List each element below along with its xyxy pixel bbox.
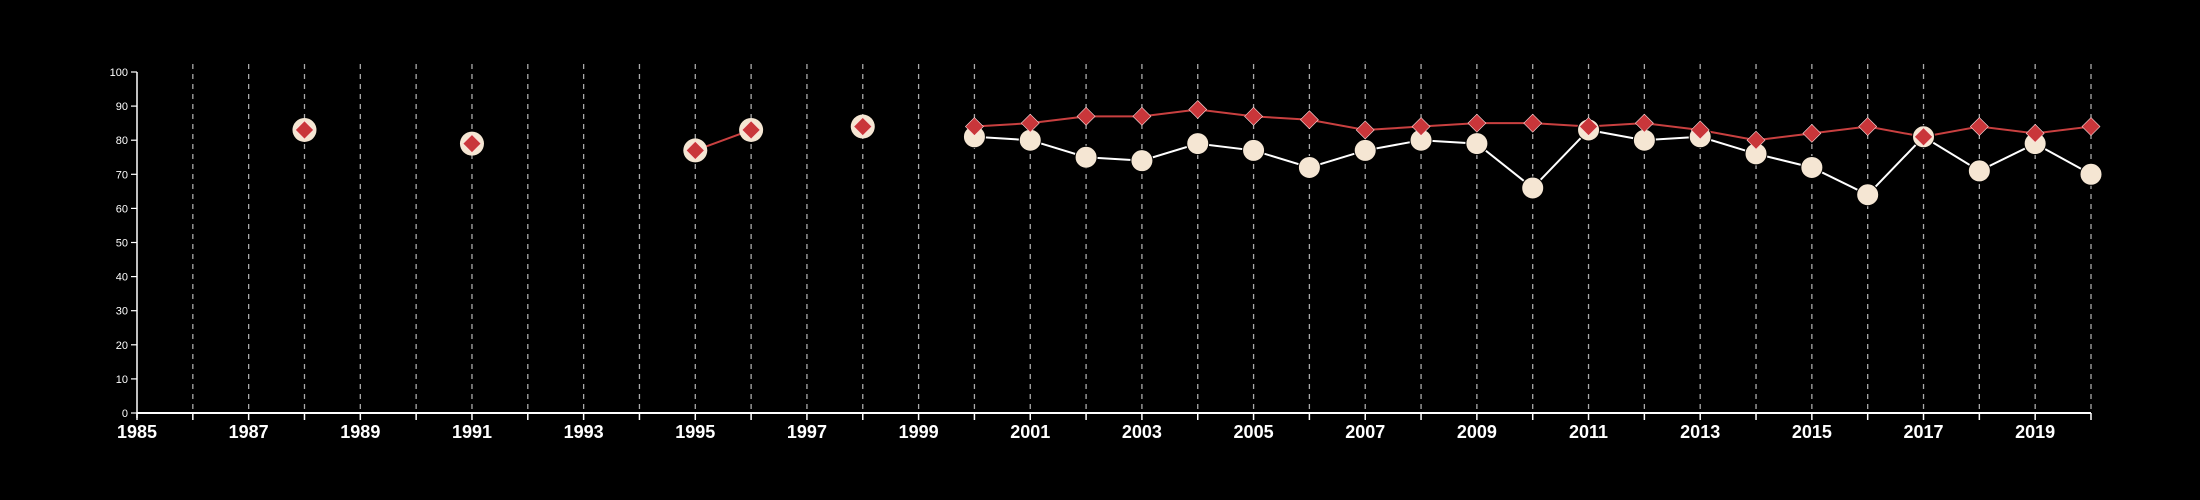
y-tick-label: 50 <box>116 238 128 250</box>
data-series <box>292 100 2103 207</box>
series-red-point-2016 <box>1858 117 1878 136</box>
series-red-point-2017 <box>1914 127 1933 147</box>
x-tick-label: 2005 <box>1234 422 1274 442</box>
y-tick-label: 30 <box>116 306 128 318</box>
series-red-point-2002 <box>1076 106 1096 126</box>
series-cream-point-2005 <box>1242 138 1266 162</box>
x-tick-label: 1999 <box>899 422 939 442</box>
series-cream-point-2009 <box>1465 132 1489 156</box>
series-red-point-2001 <box>1020 113 1040 133</box>
x-tick-label: 2017 <box>1903 422 1943 442</box>
series-cream-point-2007 <box>1353 138 1377 162</box>
x-tick-label: 1987 <box>229 422 269 442</box>
y-tick-label: 80 <box>116 135 128 147</box>
series-red-point-2014 <box>1746 130 1766 150</box>
series-red-points <box>292 100 2101 163</box>
series-red-point-2000 <box>965 117 984 136</box>
grid-lines <box>192 64 2092 413</box>
series-cream-point-2010 <box>1521 176 1545 200</box>
series-red-point-2009 <box>1467 113 1487 133</box>
x-tick-label: 1993 <box>564 422 604 442</box>
series-red-point-2004 <box>1188 100 1208 119</box>
series-red-point-2010 <box>1523 113 1543 133</box>
series-cream-point-2004 <box>1186 132 1210 156</box>
series-red-point-2011 <box>1579 117 1598 136</box>
x-tick-label: 2009 <box>1457 422 1497 442</box>
x-tick-label: 2007 <box>1345 422 1385 442</box>
y-tick-label: 70 <box>116 169 128 181</box>
x-tick-label: 1985 <box>117 422 157 442</box>
y-tick-label: 60 <box>116 203 128 215</box>
x-tick-label: 2013 <box>1680 422 1720 442</box>
axes: 0 10 20 30 40 50 60 70 80 90 100 1985 1987 1989 1991 19… <box>110 67 2092 442</box>
series-cream-point-2016 <box>1856 183 1880 207</box>
x-tick-label: 1991 <box>452 422 492 442</box>
series-red-point-1991 <box>462 134 482 154</box>
series-red-point-2020 <box>2081 117 2101 136</box>
y-tick-label: 90 <box>116 101 128 113</box>
series-red-point-1988 <box>295 120 314 140</box>
x-tick-label: 1997 <box>787 422 827 442</box>
series-red-point-2007 <box>1355 120 1375 140</box>
series-red-point-2019 <box>2025 123 2045 143</box>
series-red-point-2005 <box>1244 106 1263 126</box>
y-tick-label: 20 <box>116 340 128 352</box>
series-red-point-1998 <box>853 117 873 136</box>
x-tick-label: 2003 <box>1122 422 1162 442</box>
y-tick-label: 10 <box>116 374 128 386</box>
x-tick-label: 2001 <box>1010 422 1050 442</box>
y-tick-label: 100 <box>110 67 128 79</box>
x-tick-label: 1989 <box>340 422 380 442</box>
series-red-point-2006 <box>1299 110 1319 130</box>
series-cream-point-2003 <box>1130 149 1154 173</box>
series-red-point-2013 <box>1690 120 1710 140</box>
x-tick-label: 2015 <box>1792 422 1832 442</box>
x-tick-label: 1995 <box>675 422 715 442</box>
series-cream-point-2015 <box>1800 155 1824 179</box>
series-red-point-2018 <box>1969 117 1989 136</box>
x-tick-label: 2019 <box>2015 422 2055 442</box>
series-cream-point-2006 <box>1297 155 1321 179</box>
series-red-point-1995 <box>685 141 705 160</box>
series-cream-point-2018 <box>1967 159 1991 183</box>
y-tick-label: 0 <box>122 408 128 420</box>
series-red-point-2008 <box>1411 117 1431 136</box>
x-tick-label: 2011 <box>1569 422 1608 442</box>
series-red-point-2003 <box>1132 106 1152 126</box>
series-cream-point-2020 <box>2079 162 2103 186</box>
series-red-point-2015 <box>1802 123 1822 143</box>
series-cream-point-2002 <box>1074 145 1098 169</box>
y-tick-label: 40 <box>116 272 128 284</box>
series-red-point-1996 <box>741 120 761 140</box>
series-red-point-2012 <box>1634 113 1654 133</box>
